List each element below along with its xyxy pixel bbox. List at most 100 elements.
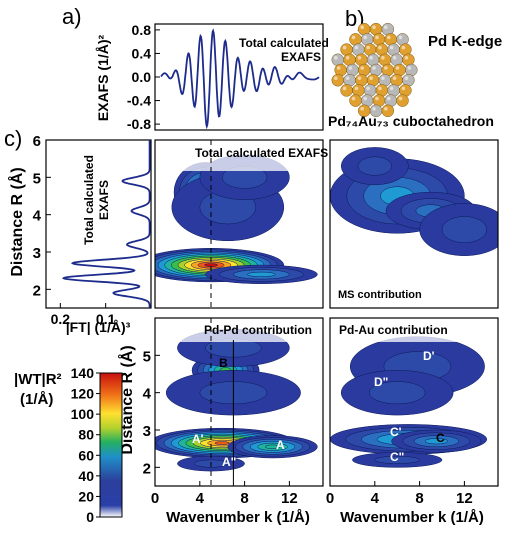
atom-highlight (334, 56, 338, 60)
panel-f-label: Pd-Pd contribution (204, 323, 312, 337)
panel-c-ylabel: Distance R (Å) (7, 167, 26, 276)
c-xtick-label: 0.1 (96, 311, 116, 327)
peak-label-A2: A" (222, 455, 236, 469)
panel-a-title-line1: Total calculated (239, 36, 329, 50)
atom-highlight (369, 76, 373, 80)
atom-highlight (360, 66, 365, 70)
atom-highlight (354, 86, 359, 91)
a-ytick-label: -0.4 (127, 93, 151, 109)
f-ytick-label: 4 (143, 386, 152, 403)
map-axes: Total calculated EXAFS MS contribution Pd-… (143, 140, 496, 507)
f-ytick-label: 3 (143, 423, 151, 440)
map-frame (154, 317, 324, 487)
panel-f-xlabel: Wavenumber k (1/Å) (166, 509, 310, 526)
panel-g-xlabel: Wavenumber k (1/Å) (340, 509, 484, 526)
peak-label-B: B (219, 356, 228, 370)
peak-label-C1: C' (390, 425, 402, 439)
f-ytick-label: 5 (143, 348, 151, 365)
panel-b-title: Pd K-edge (428, 33, 502, 50)
atom-highlight (360, 107, 365, 111)
peak-label-D1: D' (423, 349, 435, 363)
atom-highlight (345, 56, 350, 60)
atom-highlight (395, 66, 400, 70)
f-ytick-label: 2 (143, 460, 151, 477)
g-xtick-label: 4 (371, 490, 380, 507)
colorbar-tick-label: 20 (78, 488, 94, 504)
colorbar-tick-label: 140 (71, 365, 95, 381)
atom-highlight (384, 66, 388, 70)
f-xtick-label: 0 (151, 490, 159, 507)
atom-highlight (372, 66, 376, 70)
atom-highlight (389, 86, 394, 91)
atom-highlight (366, 86, 370, 91)
banner-f (157, 320, 321, 342)
panel-e (329, 139, 499, 309)
c-ytick-label: 2 (33, 282, 41, 299)
atom-highlight (378, 86, 382, 91)
atom-highlight (381, 56, 385, 60)
atom-highlight (372, 25, 376, 30)
panel-g-label: Pd-Au contribution (339, 323, 448, 337)
atom-highlight (392, 56, 397, 60)
panel-a: 0.8 0.4 0.0 -0.4 -0.8 Total calculated EXAFS… (95, 22, 329, 132)
atom-highlight (401, 45, 406, 50)
atom-highlight (384, 25, 388, 30)
atom-highlight (389, 45, 394, 50)
panel-c-rotated-line2: EXAFS (97, 180, 111, 220)
atom-highlight (345, 76, 350, 80)
colorbar-label-line1: |WT|R² (14, 371, 62, 388)
banner-g (332, 320, 496, 342)
banner-d (180, 143, 320, 171)
a-ytick-label: 0.0 (132, 69, 152, 85)
contour-level (424, 438, 448, 445)
colorbar-tick-label: 0 (86, 509, 94, 525)
au-atom (349, 94, 362, 107)
atom-highlight (354, 45, 359, 50)
contour-level (214, 441, 230, 445)
map-frame (329, 317, 499, 487)
panel-b-caption: Pd₇₄Au₇₃ cuboctahedron (328, 113, 494, 129)
panel-letter-c: c) (4, 126, 22, 151)
a-ytick-label: -0.8 (127, 116, 151, 132)
atom-highlight (342, 45, 347, 50)
peak-label-C: C (436, 431, 445, 445)
map-frame (329, 139, 499, 309)
atom-highlight (407, 66, 412, 70)
atom-highlight (363, 35, 368, 40)
panel-c-xlabel: |FT| (1/Å)³ (66, 319, 131, 335)
a-ytick-label: 0.4 (132, 45, 152, 61)
atom-highlight (366, 45, 370, 50)
colorbar-gradient (99, 372, 123, 518)
peak-label-A: A (276, 438, 285, 452)
atom-highlight (357, 56, 362, 60)
panel-c-frame (45, 139, 152, 309)
atom-highlight (351, 35, 356, 40)
g-xtick-label: 12 (456, 490, 473, 507)
au-atom (331, 73, 345, 87)
atom-highlight (348, 66, 353, 70)
au-atom (340, 84, 353, 97)
atom-highlight (363, 96, 368, 101)
f-xtick-label: 4 (196, 490, 205, 507)
panel-a-ylabel: EXAFS (1/Å)² (95, 34, 111, 121)
atom-highlight (336, 66, 341, 70)
map-contours (330, 336, 488, 468)
g-xtick-label: 8 (415, 490, 423, 507)
peak-label-D2: D" (374, 375, 388, 389)
panel-letter-a: a) (62, 4, 82, 29)
atom-highlight (375, 96, 379, 101)
map-contours (330, 147, 498, 256)
c-xtick-label: 0.2 (51, 311, 71, 327)
atom-highlight (384, 107, 388, 111)
atom-highlight (387, 35, 391, 40)
contour-level (264, 444, 281, 449)
colorbar-tick-label: 120 (71, 386, 95, 402)
colorbar: |WT|R² (1/Å) 140 120 100 80 60 40 20 0 (14, 365, 123, 525)
f-xtick-label: 12 (281, 490, 298, 507)
cluster-image (331, 22, 418, 118)
panel-b: Pd K-edge Pd₇₄Au₇₃ cuboctahedron (328, 22, 502, 129)
ft-magnitude-line (62, 140, 151, 308)
atom-highlight (351, 96, 356, 101)
atom-highlight (401, 86, 406, 91)
atom-highlight (360, 25, 365, 30)
